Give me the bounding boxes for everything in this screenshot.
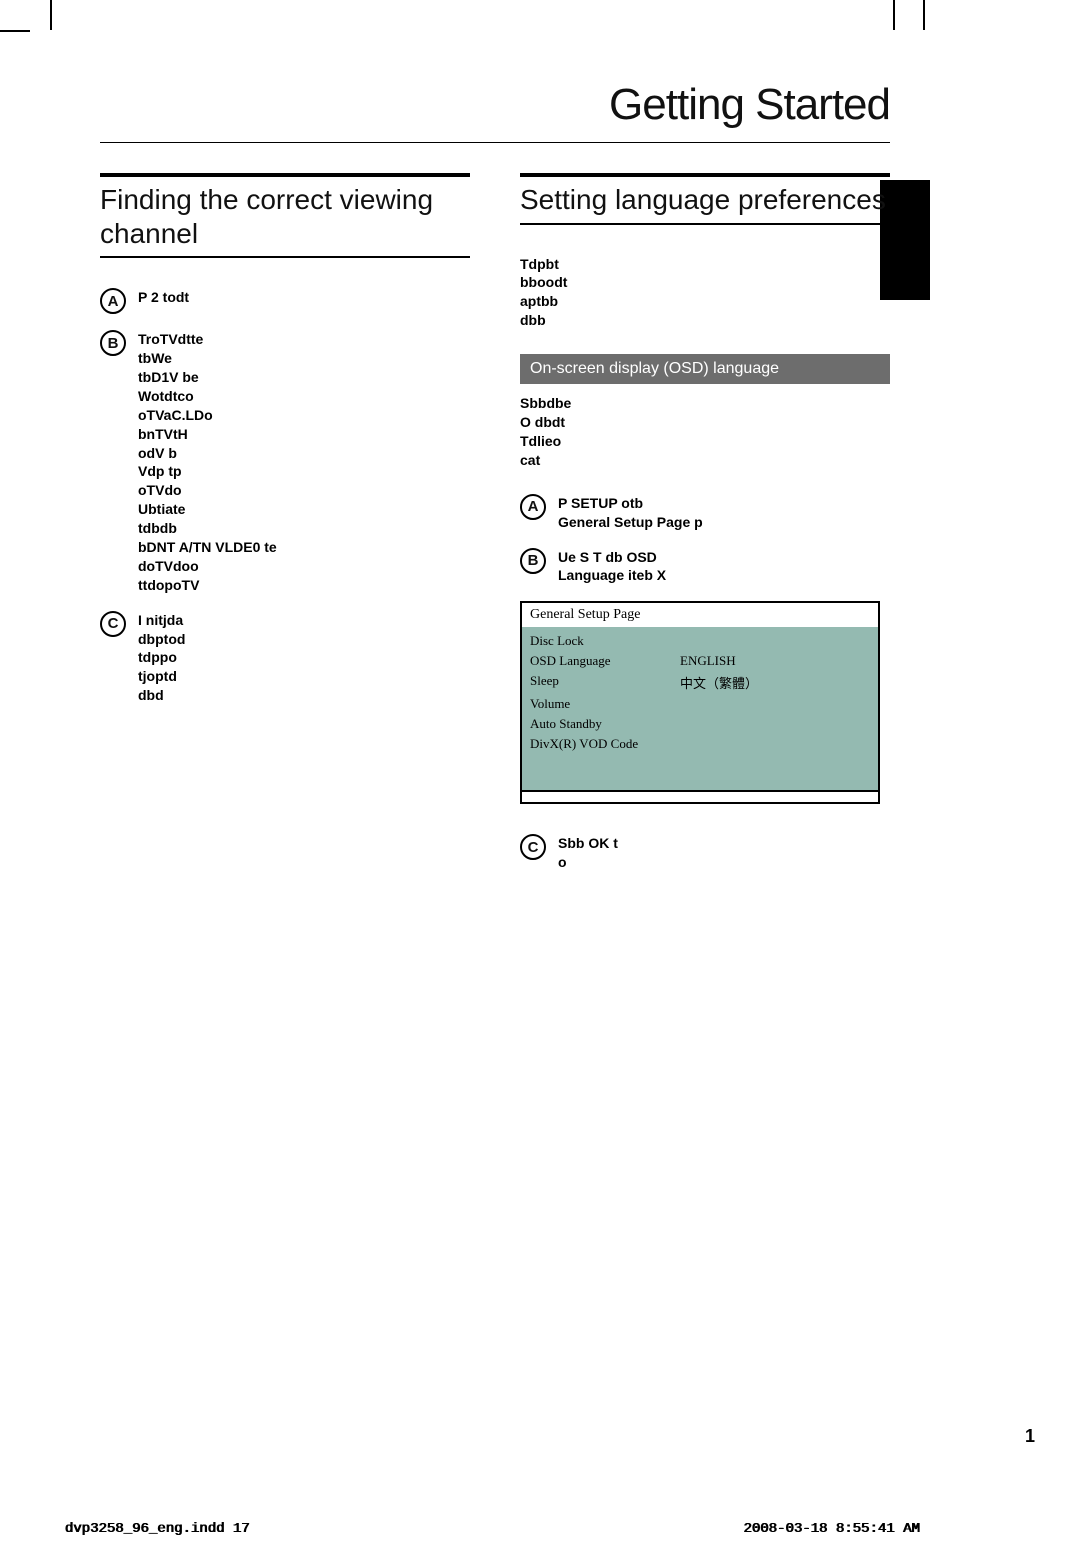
step-item: B Ue S T db OSD Language iteb X (520, 548, 890, 586)
osd-menu-row: Disc Lock (530, 631, 870, 651)
step-item: A P 2 todt (100, 288, 470, 314)
sub-note-text: Sbbdbe O dbdt Tdlieo cat (520, 394, 890, 470)
step-item: A P SETUP otb General Setup Page p (520, 494, 890, 532)
osd-menu-bottom (522, 790, 878, 802)
osd-menu-row: OSD Language ENGLISH (530, 651, 870, 671)
osd-menu-label: OSD Language (530, 653, 680, 669)
osd-menu-row: Volume (530, 694, 870, 714)
osd-menu-value: ENGLISH (680, 653, 736, 669)
section-rule (520, 223, 890, 225)
osd-menu-title: General Setup Page (522, 603, 878, 627)
step-item: C Sbb OK t o (520, 834, 890, 872)
page-rule (100, 142, 890, 143)
page-content: Getting Started Finding the correct view… (60, 60, 930, 908)
footer-right: 2008-03-18 8:55:41 AM (744, 1521, 920, 1537)
osd-menu-label: Sleep (530, 673, 680, 692)
step-badge: B (520, 548, 546, 574)
crop-mark (50, 0, 52, 30)
osd-menu-label: DivX(R) VOD Code (530, 736, 680, 752)
page-number: 1 (1025, 1426, 1035, 1447)
osd-menu-row: DivX(R) VOD Code (530, 734, 870, 754)
osd-menu-row: Auto Standby (530, 714, 870, 734)
step-badge: B (100, 330, 126, 356)
section-rule (100, 173, 470, 177)
osd-menu-label: Auto Standby (530, 716, 680, 732)
step-badge: C (520, 834, 546, 860)
section-heading-left: Finding the correct viewing channel (100, 183, 470, 250)
page-title: Getting Started (100, 80, 890, 130)
osd-menu-screenshot: General Setup Page Disc Lock OSD Languag… (520, 601, 880, 804)
step-body: Ue S T db OSD Language iteb X (558, 548, 666, 586)
step-item: B TroTVdtte tbWe tbD1V be Wotdtco oTVaC.… (100, 330, 470, 594)
section-rule (520, 173, 890, 177)
crop-mark (893, 0, 895, 30)
osd-menu-row: Sleep 中文（繁體） (530, 671, 870, 694)
step-body: I nitjda dbptod tdppo tjoptd dbd (138, 611, 185, 705)
right-column: Setting language preferences Tdpbt bbood… (520, 173, 890, 888)
two-columns: Finding the correct viewing channel A P … (100, 173, 890, 888)
step-body: Sbb OK t o (558, 834, 618, 872)
subsection-bar: On-screen display (OSD) language (520, 354, 890, 384)
step-body: P SETUP otb General Setup Page p (558, 494, 703, 532)
step-body: TroTVdtte tbWe tbD1V be Wotdtco oTVaC.LD… (138, 330, 277, 594)
section-rule (100, 256, 470, 258)
crop-mark (0, 30, 30, 32)
step-badge: A (100, 288, 126, 314)
step-body: P 2 todt (138, 288, 189, 314)
footer-left: dvp3258_96_eng.indd 17 (65, 1521, 250, 1537)
osd-menu-label: Disc Lock (530, 633, 680, 649)
osd-menu-body: Disc Lock OSD Language ENGLISH Sleep 中文（… (522, 627, 878, 790)
step-item: C I nitjda dbptod tdppo tjoptd dbd (100, 611, 470, 705)
osd-menu-label: Volume (530, 696, 680, 712)
step-badge: C (100, 611, 126, 637)
note-text: Tdpbt bboodt aptbb dbb (520, 255, 890, 331)
crop-mark (923, 0, 925, 30)
section-heading-right: Setting language preferences (520, 183, 890, 217)
left-column: Finding the correct viewing channel A P … (100, 173, 470, 888)
step-badge: A (520, 494, 546, 520)
osd-menu-value: 中文（繁體） (680, 673, 758, 692)
